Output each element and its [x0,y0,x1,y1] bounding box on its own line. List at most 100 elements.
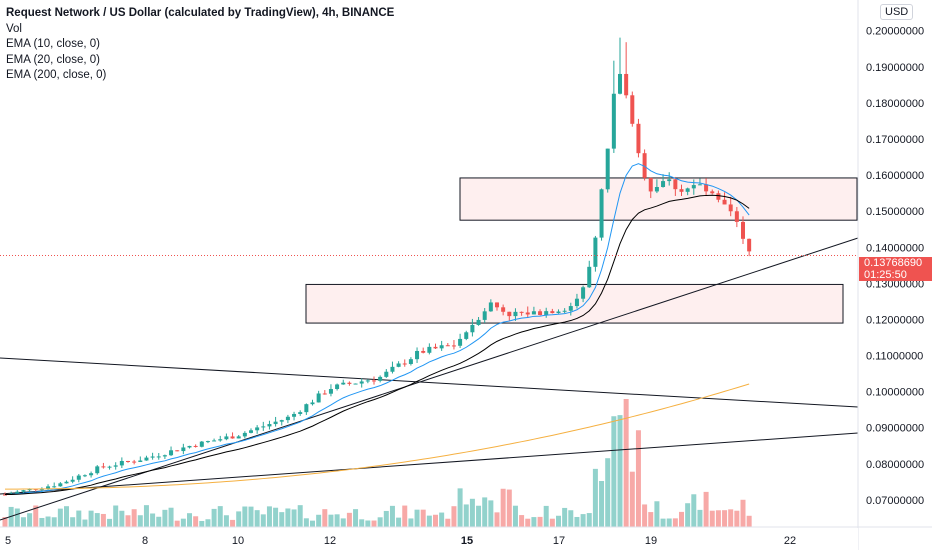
candle-body [488,302,493,312]
candle-body [181,447,186,452]
candle-body [464,332,469,339]
candle-body [27,488,32,491]
candle-body [255,427,260,431]
candle-body [249,430,253,433]
volume-bar [303,518,309,527]
volume-bar [254,510,260,527]
candle-body [679,189,684,192]
candle-body [273,421,278,425]
y-tick-label: 0.10000000 [866,387,924,399]
volume-bar [119,510,125,527]
currency-badge[interactable]: USD [880,4,914,20]
candle-body [316,393,321,403]
volume-bar [549,518,555,527]
candle-body [599,189,604,238]
volume-bar [420,509,426,527]
volume-bar [236,511,242,527]
volume-bar [543,505,549,527]
candles [3,37,752,496]
candle-body [439,345,444,349]
y-tick-label: 0.14000000 [866,242,924,254]
volume-bar [107,518,113,527]
candle-body [236,436,241,439]
candle-body [126,460,130,462]
volume-bar [199,520,205,527]
legend-vol: Vol [6,22,22,35]
candle-body [568,306,573,311]
candle-body [156,456,161,458]
chart-legend: Request Network / US Dollar (calculated … [6,6,394,84]
candle-body [734,211,739,222]
volume-bar [568,510,574,527]
candle-body [224,436,229,440]
y-tick-label: 0.11000000 [866,351,923,363]
candle-body [52,486,57,488]
volume-bar [439,512,445,527]
volume-bar [746,515,752,527]
volume-bar [537,516,543,527]
volume-bar [217,506,223,527]
volume-bar [457,488,463,527]
y-tick-label: 0.20000000 [866,26,924,38]
bar-countdown: 01:25:50 [864,269,907,281]
volume-bar [291,509,297,527]
candle-body [193,445,198,447]
volume-bar [193,516,199,527]
y-tick-label: 0.09000000 [866,423,924,435]
volume-bar [248,506,254,527]
candle-body [593,237,598,267]
volume-bar [39,517,45,527]
candle-body [458,338,463,346]
volume-bar [617,415,623,527]
last-price-value: 0.13768690 [864,257,923,269]
volume-bar [180,518,186,527]
volume-bar [648,512,654,527]
candle-body [162,455,167,457]
candle-body [64,481,69,484]
candle-body [501,307,506,312]
candle-body [378,376,383,381]
candle-body [328,389,333,394]
candle-body [445,345,450,347]
candle-body [285,416,290,421]
candle-body [267,424,272,427]
volume-bar [156,516,162,527]
candle-body [119,460,124,466]
candle-body [21,490,26,492]
candle-body [113,465,118,467]
candle-body [697,184,702,186]
volume-bar [371,520,377,527]
time-axis-labels: 5 8 10 12 15 17 19 22 [5,535,796,547]
candle-body [661,181,666,187]
volume-bar [506,489,512,527]
volume-bar [45,516,51,527]
volume-bar [512,505,518,527]
volume-bar [125,515,131,527]
volume-bar [260,514,266,527]
candle-body [691,185,696,189]
price-axis[interactable]: 0.07000000 0.08000000 0.09000000 0.10000000… [866,0,924,507]
volume-bar [353,509,359,527]
volume-bar [14,508,20,527]
candle-body [451,345,456,347]
candle-body [261,426,266,428]
volume-bar [205,519,211,527]
volume-bar [426,515,432,527]
candle-body [341,382,346,385]
volume-bar [143,505,149,527]
candle-body [741,221,745,239]
y-tick-label: 0.16000000 [866,170,924,182]
x-tick-label: 19 [645,535,657,547]
candle-body [636,123,641,154]
volume-bar [389,505,395,527]
candle-body [205,441,210,443]
volume-bar [722,510,728,527]
volume-bar [137,515,143,527]
time-axis[interactable] [0,528,858,550]
volume-bar [611,416,617,527]
volume-bar [672,518,678,527]
volume-bar [482,497,488,527]
candle-body [605,148,610,190]
volume-bar [316,514,322,527]
